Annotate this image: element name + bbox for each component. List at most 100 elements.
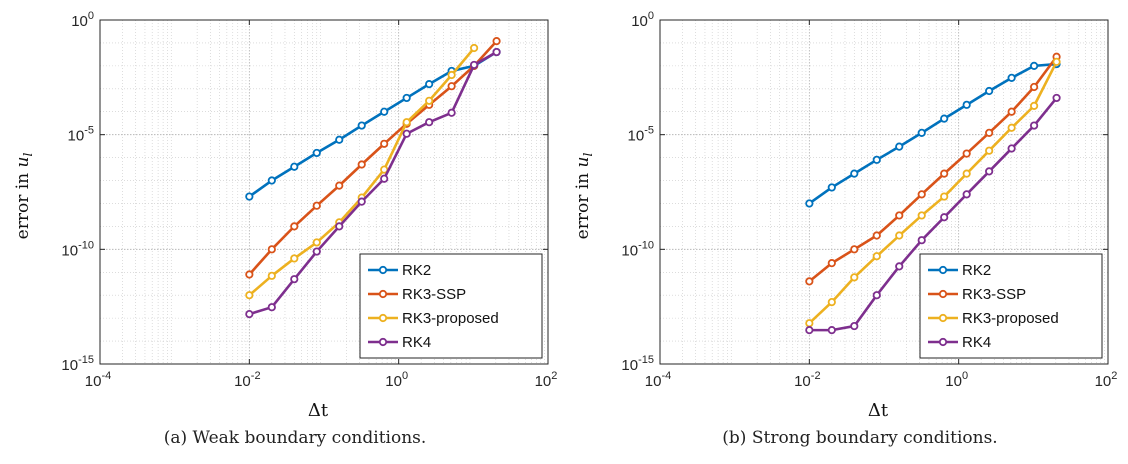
data-point [805,326,814,335]
x-tick-label: 102 [535,370,558,390]
x-axis-label: Δt [868,400,889,421]
series-line-rk3-ssp [808,55,1058,283]
data-point [425,80,434,89]
data-point [335,222,344,231]
data-point [940,114,949,123]
axis-ticks [99,19,549,365]
data-point [470,43,479,53]
data-point [1030,121,1039,130]
data-point [895,211,904,220]
x-tick-label: 10-2 [794,370,820,390]
data-point [985,128,994,137]
data-point [962,169,971,178]
y-tick-label: 100 [71,10,94,30]
legend-label: RK3-proposed [402,310,499,327]
data-point [962,149,971,158]
data-point [1007,107,1016,116]
data-point [447,108,456,117]
axis-ticks [659,19,1109,365]
series-rk3-ssp [805,52,1061,286]
data-point [447,70,456,80]
data-point [985,86,994,96]
legend-swatch-marker [938,313,948,323]
data-point [380,174,389,183]
legend-label: RK3-proposed [962,310,1059,327]
data-point [917,190,926,199]
data-point [425,118,434,127]
data-point [827,259,836,268]
data-point [447,82,456,91]
data-point [850,321,859,331]
data-point [425,96,434,105]
data-point [1052,93,1061,103]
data-point [312,148,321,158]
data-point [940,169,949,178]
data-point [245,291,254,300]
data-point [245,192,254,201]
series-rk4 [805,93,1061,335]
legend-label: RK2 [402,262,431,279]
series-line-rk3-ssp [248,40,498,276]
data-point [357,197,366,206]
x-tick-label: 100 [385,370,408,390]
data-point [962,100,971,109]
data-point [245,270,254,279]
data-point [312,238,321,247]
legend-label: RK3-SSP [402,286,466,303]
y-tick-label: 100 [631,10,654,30]
data-point [917,236,926,245]
x-tick-label: 10-2 [234,370,260,390]
data-point [470,60,479,70]
data-point [827,183,836,192]
data-point [267,176,276,185]
data-point [1007,144,1016,153]
legend: RK2 RK3-SSP RK3-proposed RK4 [919,253,1103,359]
legend-swatch-marker [938,289,948,299]
legend: RK2 RK3-SSP RK3-proposed RK4 [359,253,543,359]
data-point [245,309,254,319]
data-point [1052,57,1061,66]
x-tick-label: 102 [1095,370,1118,390]
data-point [827,326,836,335]
y-axis-label: error in ul [13,153,35,240]
series-rk2 [805,59,1061,208]
legend-label: RK2 [962,262,991,279]
x-tick-label: 10-4 [645,370,671,390]
legend-swatch-marker [378,265,388,275]
caption-b: (b) Strong boundary conditions. [722,428,998,448]
data-point [380,107,389,116]
data-point [985,146,994,155]
legend-label: RK4 [402,334,431,351]
data-point [1030,101,1039,110]
y-tick-label: 10-5 [628,125,654,145]
y-tick-label: 10-10 [61,239,94,259]
data-point [805,277,814,286]
series-rk3-proposed [805,57,1061,328]
legend-swatch-marker [938,337,948,347]
data-point [805,199,814,208]
data-point [850,273,859,282]
data-point [872,155,881,164]
data-point [827,298,836,307]
data-point [380,139,389,148]
data-point [402,118,411,127]
data-point [985,167,994,176]
data-point [267,271,276,280]
x-axis-label: Δt [308,400,329,421]
data-point [335,181,344,190]
series-rk4 [245,47,501,319]
data-point [357,160,366,169]
data-point [850,169,859,178]
y-tick-label: 10-15 [621,354,654,374]
legend-box [919,253,1103,359]
data-point [1007,123,1016,132]
data-point [962,190,971,199]
data-point [1007,73,1016,82]
x-tick-label: 100 [945,370,968,390]
data-point [940,213,949,222]
data-point [850,245,859,254]
data-point [335,135,344,144]
data-point [872,231,881,240]
data-point [1030,61,1039,70]
